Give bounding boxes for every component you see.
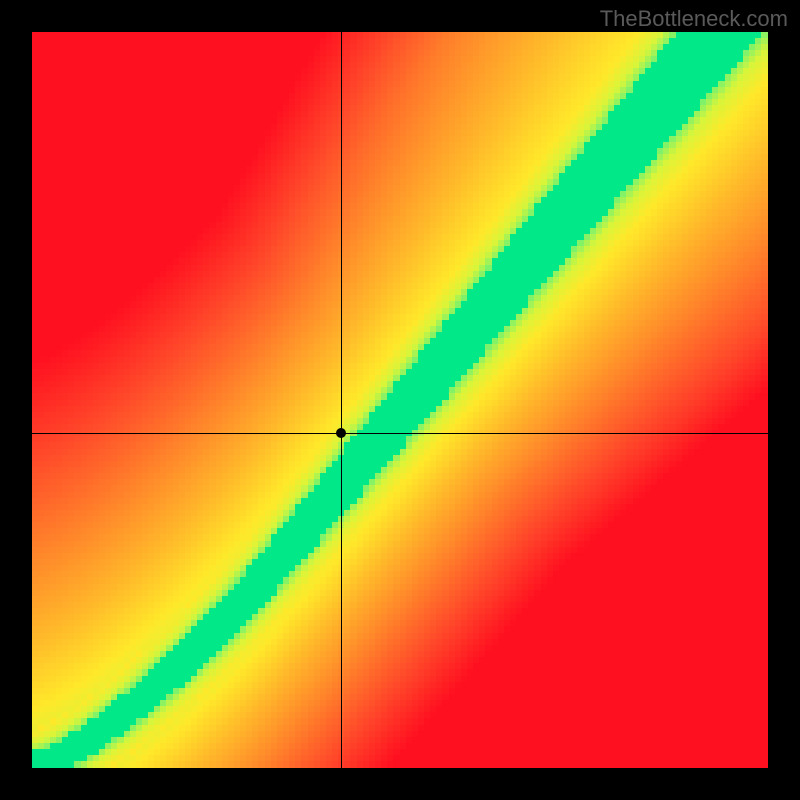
heatmap-plot [32, 32, 768, 768]
crosshair-vertical [341, 32, 342, 768]
crosshair-marker [336, 428, 346, 438]
watermark-text: TheBottleneck.com [600, 6, 788, 32]
crosshair-horizontal [32, 433, 768, 434]
heatmap-canvas [32, 32, 768, 768]
